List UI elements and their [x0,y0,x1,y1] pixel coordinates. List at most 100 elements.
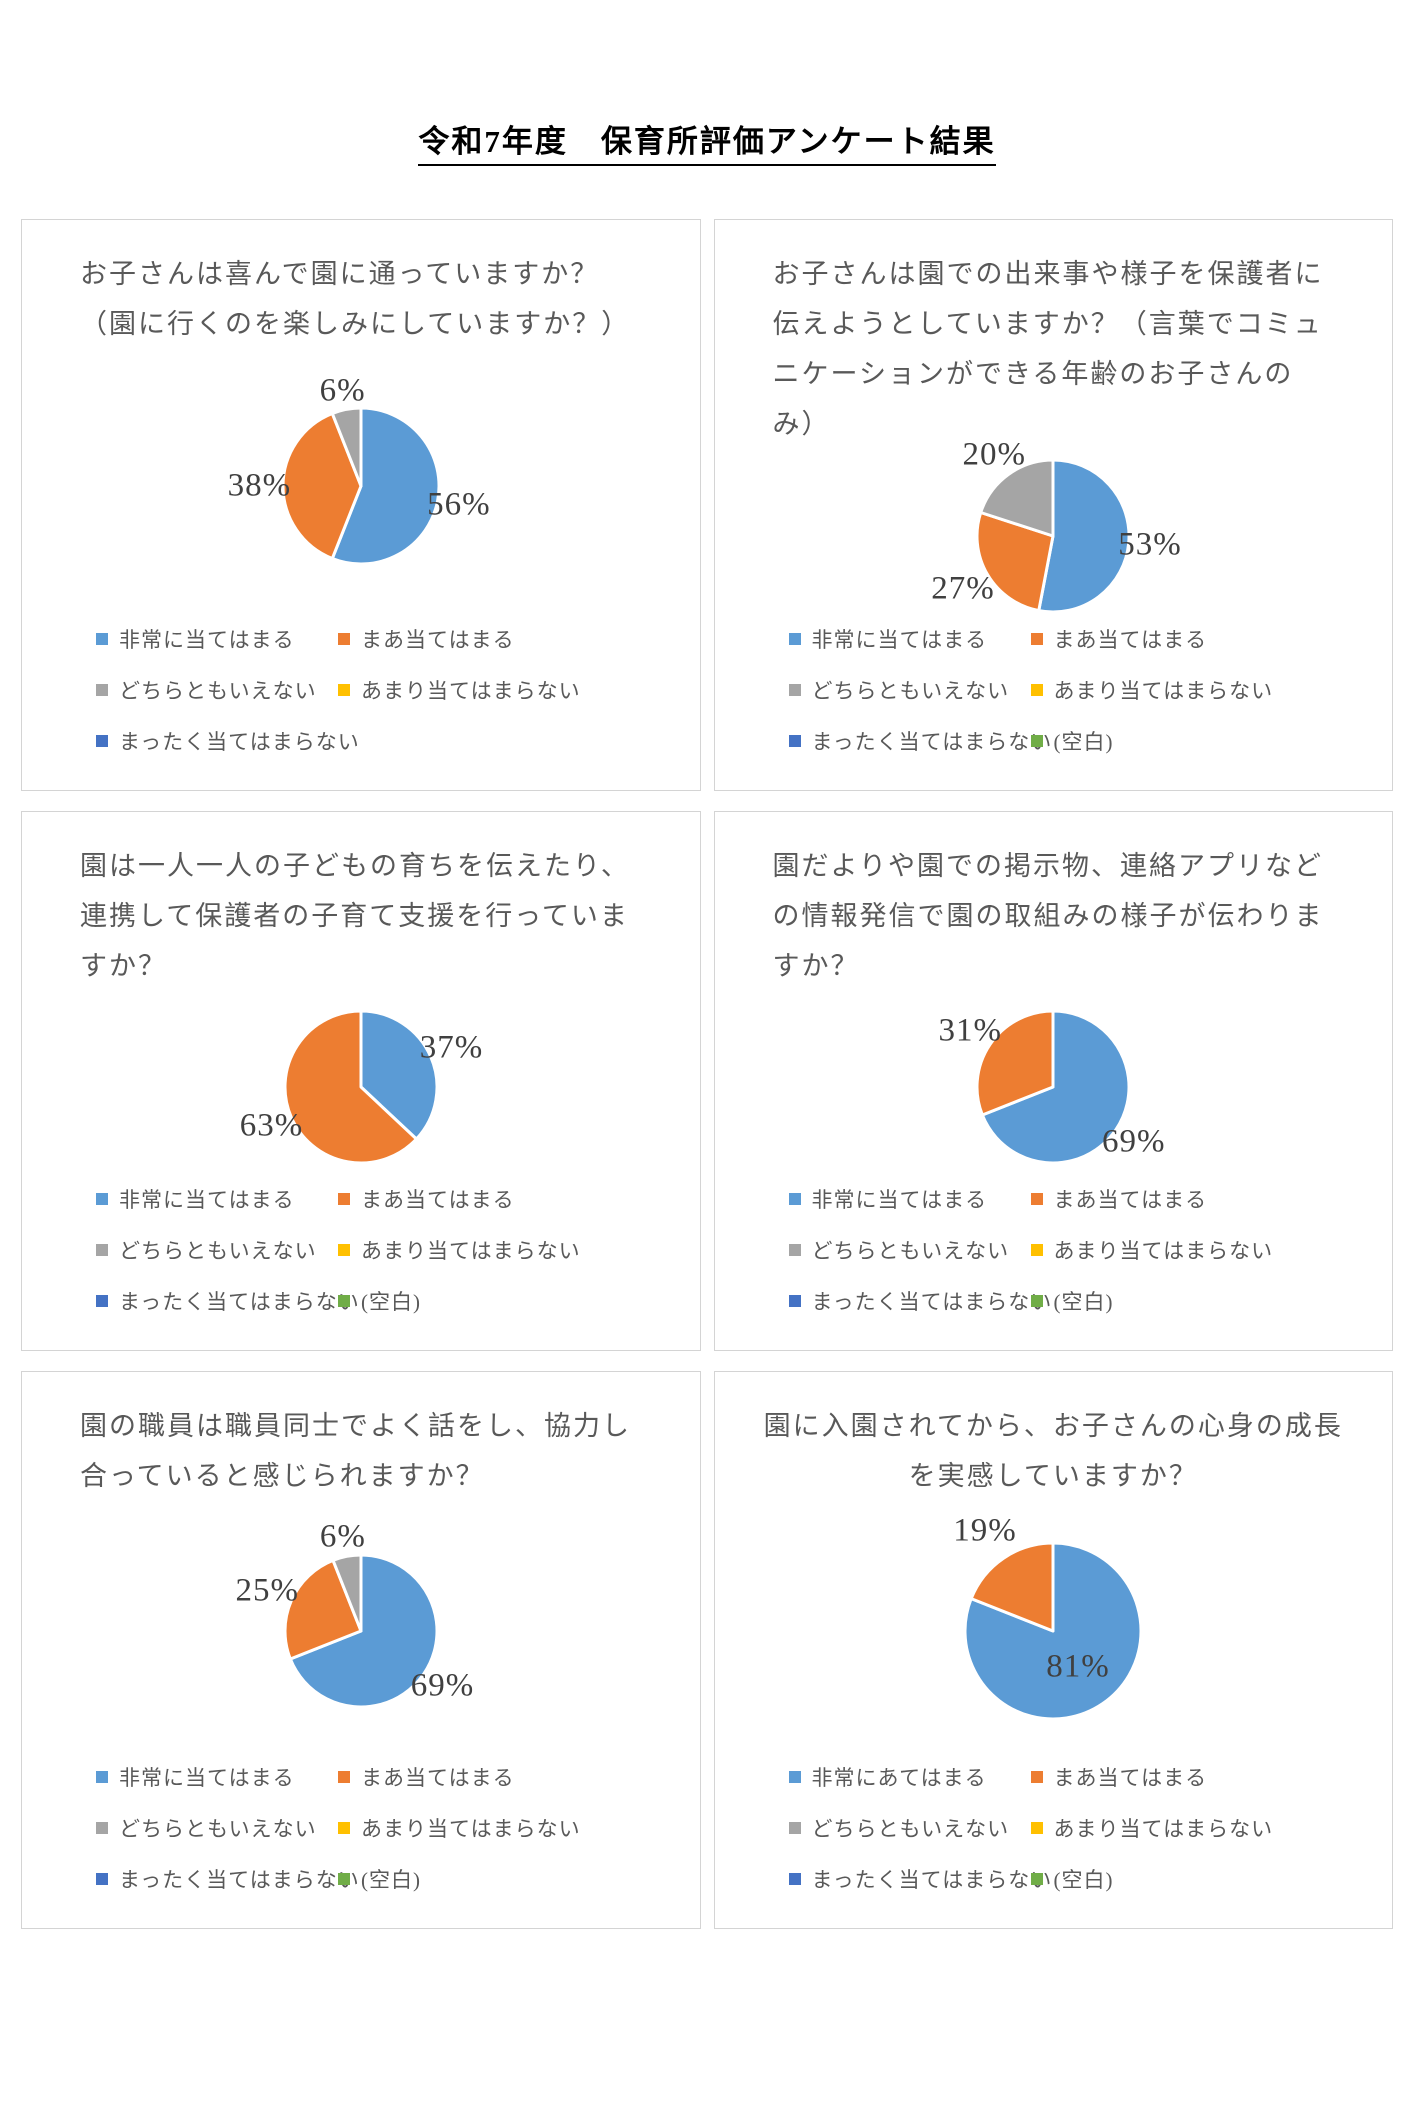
pie-svg [283,1009,439,1165]
pie-chart: 81% 19% [838,1483,1268,1775]
question-text: お子さんは喜んで園に通っていますか？（園に行くのを楽しみにしていますか？） [80,259,631,339]
legend-item: 非常に当てはまる [96,1184,334,1214]
survey-panel-3: 園は一人一人の子どもの育ちを伝えたり、連携して保護者の子育て支援を行っていますか… [21,811,701,1351]
pie-chart: 53% 27% 20% [838,388,1268,680]
legend-color-swatch-icon [96,735,108,747]
legend-color-swatch-icon [1030,684,1043,696]
legend-color-swatch-icon [96,1822,108,1834]
legend-item: あまり当てはまらない [338,675,670,705]
legend-label: (空白) [361,1868,421,1892]
legend-label: あまり当てはまらない [361,679,581,703]
chart-legend: 非常に当てはまる まあ当てはまるどちらともいえない あまり当てはまらないまったく当て… [788,624,1363,756]
pie-slice-orange [969,1541,1055,1633]
chart-legend: 非常に当てはまる まあ当てはまる どちらともいえない あまり当てはまらない まったく当て… [96,624,670,756]
legend-label: まったく当てはまらない [119,1290,360,1314]
pie-slice-blue [981,1009,1131,1165]
legend-item: まったく当てはまらない [96,1286,359,1316]
legend-label: あまり当てはまらない [1053,1239,1274,1263]
pie-percent-label: 25% [235,1572,299,1609]
legend-label: (空白) [1053,1868,1114,1892]
legend-item: (空白) [1030,726,1363,756]
legend-color-swatch-icon [788,1295,801,1307]
legend-label: あまり当てはまらない [1053,1817,1274,1841]
legend-label: 非常に当てはまる [811,628,988,652]
panels-grid: お子さんは喜んで園に通っていますか？（園に行くのを楽しみにしていますか？） 56… [21,219,1393,1929]
legend-label: まったく当てはまらない [811,1290,1053,1314]
legend-item: まあ当てはまる [338,624,670,654]
legend-item: まあ当てはまる [1030,1184,1363,1214]
legend-label: (空白) [361,1290,421,1314]
legend-label: どちらともいえない [811,1817,1010,1841]
pie-svg [963,1541,1143,1721]
pie-percent-label: 19% [953,1512,1017,1549]
legend-label: どちらともいえない [119,679,317,703]
pie-svg [281,406,441,566]
legend-label: まったく当てはまらない [811,1868,1053,1892]
legend-color-swatch-icon [96,1193,108,1205]
pie-chart: 69% 25% 6% [146,1483,576,1775]
legend-color-swatch-icon [338,684,350,696]
legend-color-swatch-icon [788,1193,801,1205]
chart-legend: 非常に当てはまる まあ当てはまる どちらともいえない あまり当てはまらない まったく当て… [96,1762,670,1894]
legend-item: まったく当てはまらない [788,1864,1051,1894]
legend-color-swatch-icon [788,735,801,747]
legend-label: まあ当てはまる [1053,628,1208,652]
pie-chart-area: 37% 63% [22,992,700,1178]
legend-item: まあ当てはまる [338,1762,670,1792]
pie-chart-area: 81% 19% [715,1502,1393,1756]
chart-legend: 非常に当てはまる まあ当てはまるどちらともいえない あまり当てはまらないまったく当て… [96,1184,670,1316]
legend-item: まあ当てはまる [338,1184,670,1214]
legend-label: まあ当てはまる [361,628,515,652]
legend-item: あまり当てはまらない [338,1235,670,1265]
legend-label: まったく当てはまらない [119,730,360,754]
legend-color-swatch-icon [96,684,108,696]
pie-slice-blue [288,1553,439,1709]
legend-item: どちらともいえない [96,1813,334,1843]
pie-svg [975,1009,1131,1165]
legend-label: 非常に当てはまる [119,1188,295,1212]
legend-color-swatch-icon [338,1771,350,1783]
pie-slice-gray [330,406,363,488]
pie-percent-label: 27% [931,570,995,607]
pie-slice-orange [283,1009,418,1165]
legend-color-swatch-icon [338,1295,350,1307]
pie-percent-label: 37% [419,1029,484,1066]
chart-legend: 非常にあてはまる まあ当てはまる どちらともいえない あまり当てはまらない まったく当て… [788,1762,1363,1894]
legend-color-swatch-icon [96,1295,108,1307]
legend-item: あまり当てはまらない [1030,1235,1363,1265]
legend-color-swatch-icon [788,1873,801,1885]
pie-slice-orange [975,1009,1055,1117]
legend-label: あまり当てはまらない [1053,679,1274,703]
pie-percent-label: 56% [427,486,491,523]
pie-slice-orange [975,510,1055,613]
legend-item: (空白) [338,1864,670,1894]
legend-item: どちらともいえない [788,675,1027,705]
legend-color-swatch-icon [1030,1771,1043,1783]
legend-color-swatch-icon [338,1822,350,1834]
legend-label: どちらともいえない [119,1239,317,1263]
legend-color-swatch-icon [788,1244,801,1256]
pie-percent-label: 63% [239,1107,304,1143]
legend-color-swatch-icon [1030,1873,1043,1885]
pie-slice-blue [359,1009,439,1141]
pie-percent-label: 81% [1046,1648,1110,1685]
question-text: 園だよりや園での掲示物、連絡アプリなどの情報発信で園の取組みの様子が伝わりますか… [772,851,1324,981]
pie-chart-area: 53% 27% 20% [715,436,1393,618]
legend-label: どちらともいえない [811,679,1010,703]
legend-label: まったく当てはまらない [811,730,1053,754]
legend-item: どちらともいえない [788,1235,1027,1265]
pie-slice-orange [281,411,363,560]
legend-label: どちらともいえない [119,1817,317,1841]
legend-item: (空白) [338,1286,670,1316]
legend-label: あまり当てはまらない [361,1817,581,1841]
pie-svg [283,1553,439,1709]
legend-item: 非常に当てはまる [788,624,1027,654]
legend-item: あまり当てはまらない [338,1813,670,1843]
legend-item: まったく当てはまらない [788,1286,1051,1316]
legend-label: まあ当てはまる [361,1766,515,1790]
legend-color-swatch-icon [96,1244,108,1256]
legend-color-swatch-icon [1030,1193,1043,1205]
pie-percent-label: 6% [319,1518,366,1555]
legend-color-swatch-icon [338,1873,350,1885]
survey-panel-6: 園に入園されてから、お子さんの心身の成長を実感していますか？ 81% 19% 非常… [713,1371,1393,1929]
